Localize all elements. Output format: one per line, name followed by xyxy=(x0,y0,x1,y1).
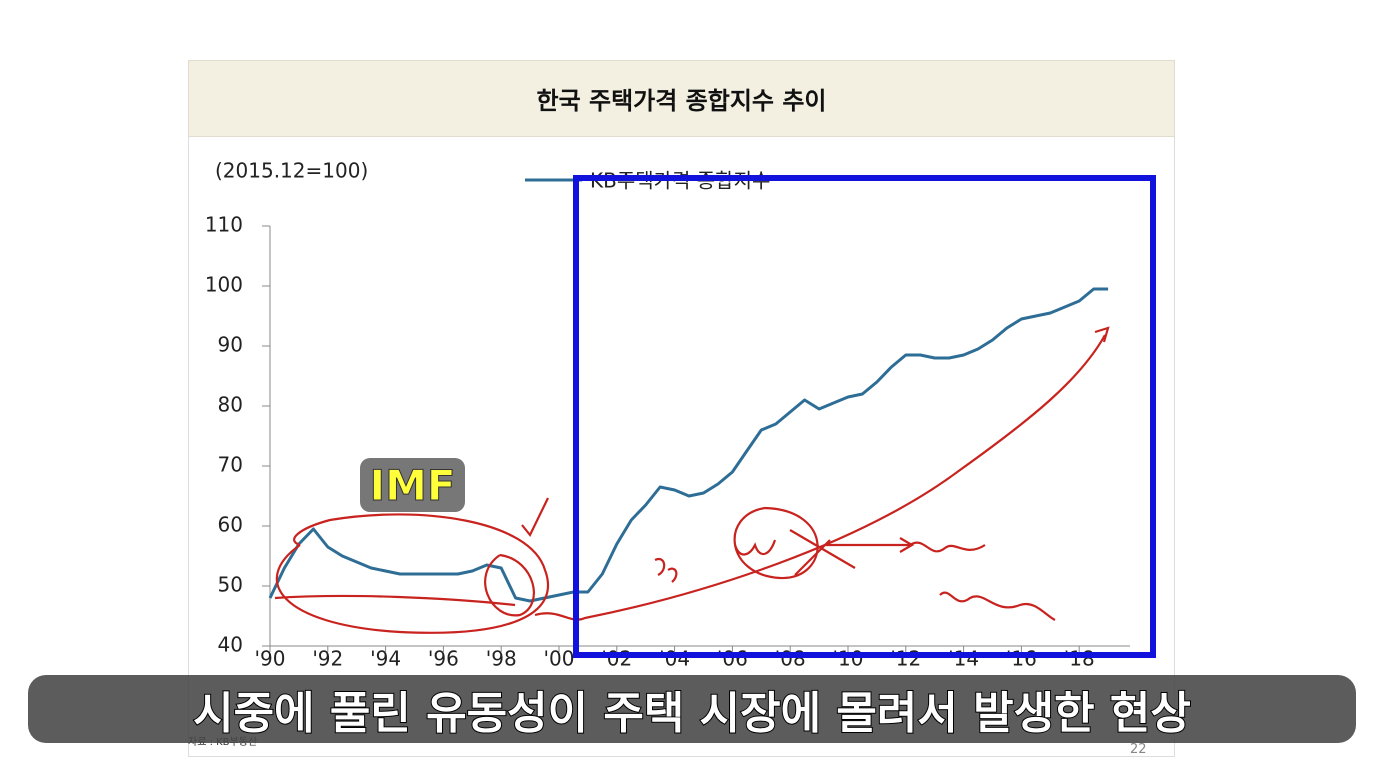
y-tick-label: 80 xyxy=(218,393,243,417)
chart-frame xyxy=(188,137,1175,757)
scribble-arrowhead xyxy=(1094,326,1110,343)
y-tick-label: 70 xyxy=(218,453,243,477)
series-line xyxy=(268,287,1109,603)
scribble-line xyxy=(274,594,516,607)
chart-title: 한국 주택가격 종합지수 추이 xyxy=(188,60,1175,137)
annotations xyxy=(274,326,1110,634)
scribble-circle-2 xyxy=(733,506,819,580)
scribble-cross xyxy=(789,529,915,576)
unit-label: (2015.12=100) xyxy=(215,159,368,183)
highlight-box xyxy=(573,175,1156,658)
scribble-ellipse xyxy=(275,513,550,634)
y-tick-label: 110 xyxy=(205,213,243,237)
scribble-marks xyxy=(654,539,777,583)
y-tick-label: 40 xyxy=(218,633,243,657)
scribble-check xyxy=(521,497,549,538)
y-tick-label: 100 xyxy=(205,273,243,297)
y-tick-label: 90 xyxy=(218,333,243,357)
page-number: 22 xyxy=(1130,742,1147,757)
y-tick-label: 50 xyxy=(218,573,243,597)
scribble-notes xyxy=(909,541,1056,621)
scribble-circle xyxy=(484,553,535,617)
y-tick-label: 60 xyxy=(218,513,243,537)
caption: 시중에 풀린 유동성이 주택 시장에 몰려서 발생한 현상 xyxy=(28,675,1356,743)
scribble-arrow xyxy=(534,334,1106,621)
imf-label: IMF xyxy=(360,458,465,512)
